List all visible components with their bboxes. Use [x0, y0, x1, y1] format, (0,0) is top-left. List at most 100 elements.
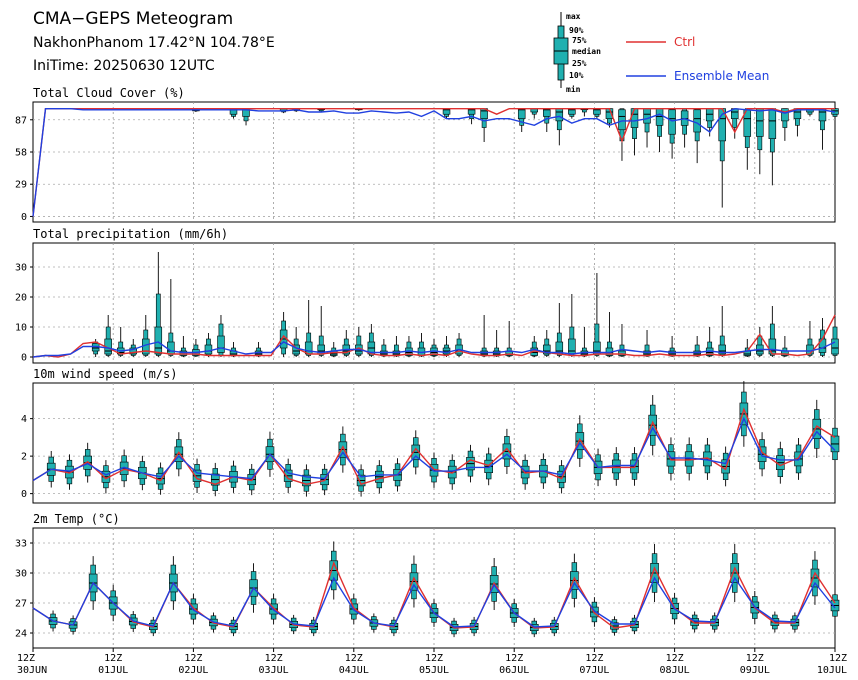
y-tick-label: 0	[21, 489, 27, 500]
box-whisker	[530, 336, 538, 357]
box-whisker	[693, 108, 701, 164]
x-tick-date: 07JUL	[579, 665, 609, 676]
x-tick-hour: 12Z	[585, 653, 603, 664]
box-whisker	[417, 333, 426, 357]
box-whisker	[154, 252, 163, 357]
box-whisker	[217, 315, 225, 357]
box-whisker	[330, 342, 338, 357]
x-tick-hour: 12Z	[505, 653, 523, 664]
box-whisker	[580, 108, 589, 117]
box-whisker	[731, 108, 739, 139]
box-p25-p75	[129, 347, 137, 355]
box-whisker	[380, 339, 388, 357]
init-time: IniTime: 20250630 12UTC	[33, 58, 215, 74]
x-tick-date: 06JUL	[499, 665, 529, 676]
box-whisker	[721, 446, 730, 487]
box-whisker	[517, 108, 526, 132]
box-p25-p75	[705, 108, 714, 122]
box-whisker	[831, 312, 839, 357]
box-whisker	[655, 108, 664, 152]
panel-wind-speed: 0 2 4	[21, 381, 840, 504]
box-p25-p75	[618, 109, 626, 131]
legend-label-p75: 75%	[572, 36, 587, 45]
box-whisker	[543, 330, 551, 357]
legend-mean-label: Ensemble Mean	[674, 69, 769, 83]
legend: max 90% 75% median 25% 10% min Ctrl Ense…	[553, 12, 769, 94]
legend-label-p90: 90%	[569, 26, 584, 35]
box-p25-p75	[568, 338, 576, 355]
box-whisker	[743, 108, 752, 170]
panel-title-wind: 10m wind speed (m/s)	[33, 367, 178, 381]
box-whisker	[409, 555, 419, 608]
y-tick-label: 10	[15, 323, 27, 334]
box-whisker	[555, 303, 564, 357]
box-whisker	[818, 108, 827, 150]
y-tick-label: 30	[15, 263, 27, 274]
y-tick-label: 4	[21, 414, 27, 425]
x-tick-date: 09JUL	[740, 665, 770, 676]
box-whisker	[693, 336, 701, 357]
box-whisker	[104, 315, 112, 357]
x-tick-hour: 12Z	[104, 653, 122, 664]
x-tick-hour: 12Z	[345, 653, 363, 664]
box-p25-p75	[756, 108, 764, 137]
box-p25-p75	[167, 341, 175, 355]
box-whisker	[167, 279, 175, 357]
ctrl-series-line	[32, 314, 836, 358]
box-whisker	[229, 342, 238, 357]
box-whisker	[484, 447, 493, 486]
ensemble-mean-line	[32, 416, 836, 482]
box-p25-p75	[768, 108, 777, 139]
box-whisker	[356, 464, 366, 497]
box-whisker	[739, 381, 749, 447]
panel-title-precip: Total precipitation (mm/6h)	[33, 227, 228, 241]
box-whisker	[756, 327, 764, 357]
box-whisker	[684, 437, 694, 481]
box-whisker	[570, 553, 579, 608]
box-whisker	[618, 324, 626, 357]
box-whisker	[643, 330, 651, 357]
box-p25-p75	[643, 108, 651, 124]
box-whisker	[690, 611, 699, 633]
y-tick-label: 27	[15, 599, 27, 610]
box-whisker	[480, 315, 488, 357]
legend-label-min: min	[566, 84, 581, 94]
box-p25-p75	[555, 108, 564, 122]
legend-ctrl-label: Ctrl	[674, 35, 695, 49]
box-whisker	[530, 108, 538, 119]
box-whisker	[210, 462, 220, 497]
box-p25-p75	[630, 108, 639, 128]
box-whisker	[480, 108, 488, 142]
box-p25-p75	[781, 108, 789, 122]
box-whisker	[718, 306, 726, 357]
box-p25-p75	[618, 350, 626, 356]
legend-label-max: max	[566, 12, 581, 21]
box-whisker	[648, 395, 658, 456]
box-whisker	[302, 464, 311, 497]
box-whisker	[292, 327, 300, 357]
box-whisker	[283, 458, 293, 494]
ensemble-mean-line	[32, 107, 836, 217]
x-tick-date: 08JUL	[660, 665, 690, 676]
x-tick-date: 04JUL	[339, 665, 369, 676]
box-whisker	[317, 306, 325, 357]
station-location: NakhonPhanom 17.42°N 104.78°E	[33, 35, 275, 51]
x-tick-hour: 12Z	[829, 653, 847, 664]
box-whisker	[254, 342, 263, 357]
y-tick-label: 0	[21, 212, 27, 223]
box-whisker	[174, 432, 184, 477]
x-tick-hour: 12Z	[265, 653, 283, 664]
box-whisker	[830, 420, 840, 468]
y-tick-label: 30	[15, 569, 27, 580]
meteogram-title: CMA−GEPS Meteogram	[33, 9, 233, 29]
panel-title-cloud: Total Cloud Cover (%)	[33, 86, 185, 100]
x-tick-date: 02JUL	[178, 665, 208, 676]
box-whisker	[831, 108, 839, 119]
box-whisker	[756, 108, 764, 175]
box-whisker	[705, 327, 714, 357]
box-whisker	[643, 108, 651, 148]
box-whisker	[818, 318, 827, 357]
box-whisker	[555, 108, 564, 146]
box-whisker	[279, 312, 288, 357]
